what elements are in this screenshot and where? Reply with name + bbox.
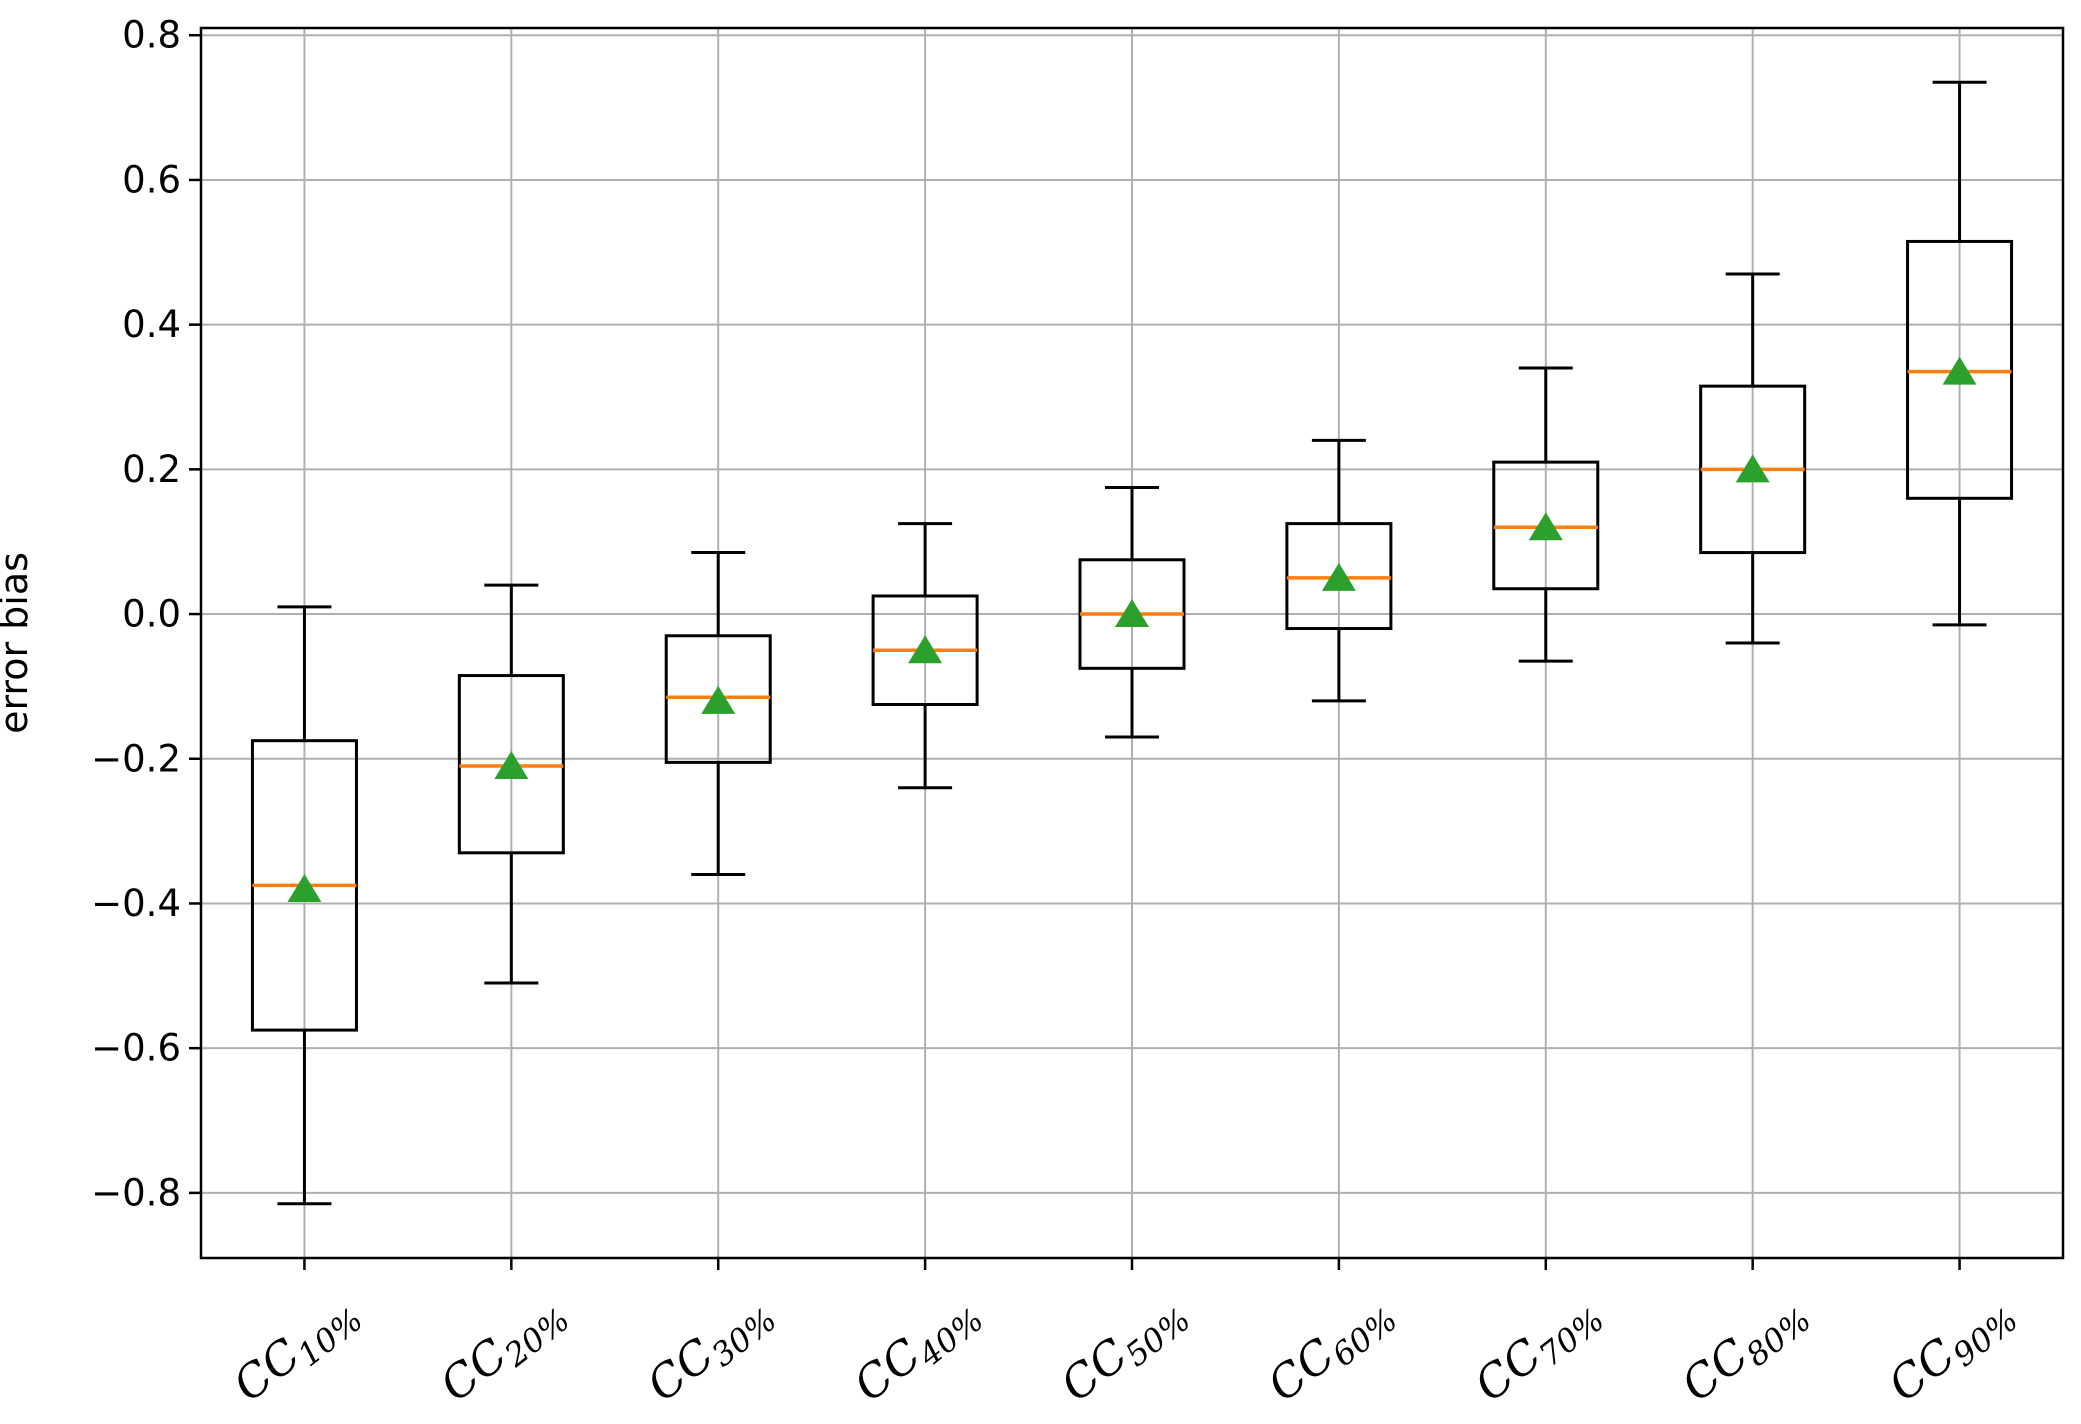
- mean-marker: [287, 874, 322, 902]
- box-rect: [1906, 239, 2014, 500]
- mean-marker: [908, 635, 943, 664]
- mean-marker: [1321, 562, 1356, 591]
- mean-marker: [701, 685, 736, 714]
- y-tick-label: 0.6: [122, 158, 181, 201]
- mean-marker: [494, 751, 529, 779]
- mean-marker: [1942, 356, 1977, 385]
- y-axis-label: error bias: [0, 552, 36, 734]
- y-tick-label: 0.8: [122, 14, 181, 57]
- y-tick-label: 0.4: [122, 303, 181, 346]
- y-tick-label: 0.2: [122, 448, 181, 491]
- y-tick-label: −0.4: [91, 882, 181, 925]
- y-tick-label: −0.6: [91, 1027, 181, 1070]
- y-tick-label: −0.8: [91, 1171, 181, 1214]
- box-rect: [457, 674, 565, 855]
- mean-marker: [1735, 454, 1770, 483]
- mean-marker: [1115, 599, 1149, 628]
- box-rect: [1285, 522, 1393, 631]
- mean-marker: [1528, 512, 1563, 541]
- box-rect: [1492, 460, 1600, 591]
- y-tick-label: 0.0: [122, 593, 181, 636]
- y-tick-label: −0.2: [91, 737, 181, 780]
- box-rect: [664, 634, 772, 764]
